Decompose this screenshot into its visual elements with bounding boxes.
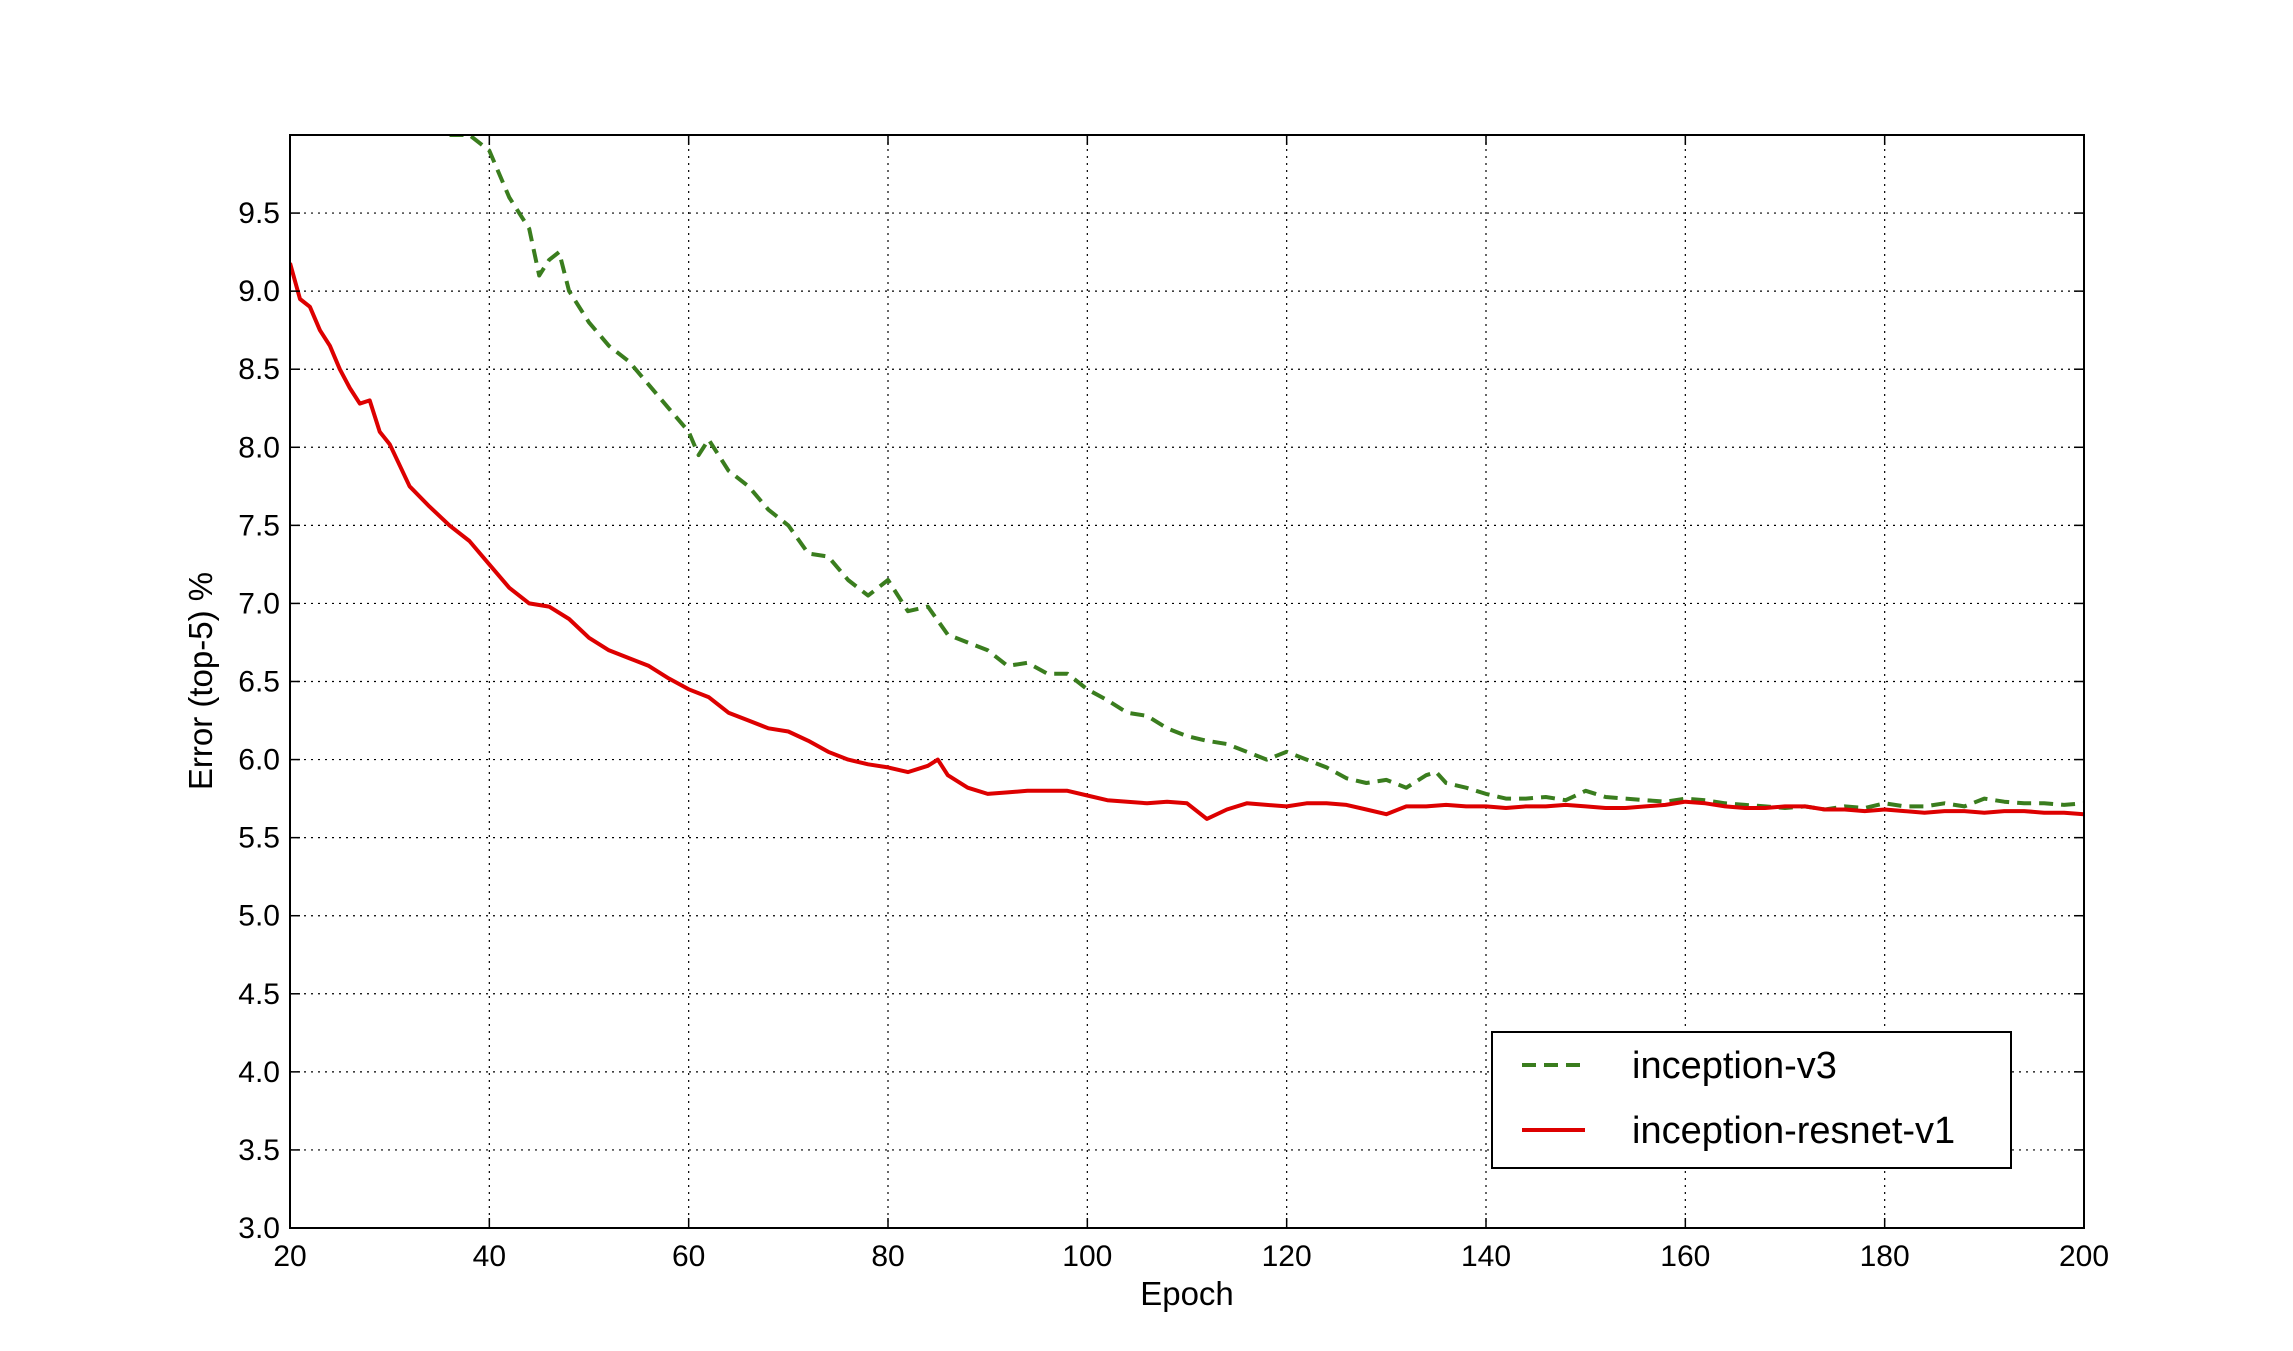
y-tick-label: 9.5 — [238, 197, 280, 230]
axis-ticks — [289, 135, 2085, 1229]
y-tick-label: 7.0 — [238, 587, 280, 620]
x-tick-label: 200 — [2059, 1240, 2109, 1273]
y-tick-label: 6.0 — [238, 744, 280, 777]
y-tick-label: 3.5 — [238, 1134, 280, 1167]
series-layer — [290, 135, 2084, 821]
y-tick-label: 5.0 — [238, 900, 280, 933]
legend-label-inception-resnet-v1: inception-resnet-v1 — [1632, 1110, 1955, 1152]
y-tick-label: 6.5 — [238, 666, 280, 699]
x-tick-label: 100 — [1062, 1240, 1112, 1273]
tick-labels: 20 40 60 80 100 120 140 160 180 200 3.0 3.5 4.0 4.5 5.… — [238, 197, 2109, 1273]
x-tick-label: 80 — [871, 1240, 904, 1273]
y-tick-label: 4.5 — [238, 978, 280, 1011]
series-line-inception-v3 — [449, 135, 2084, 812]
x-tick-label: 140 — [1461, 1240, 1511, 1273]
legend-box — [1491, 1031, 2012, 1169]
x-tick-label: 60 — [672, 1240, 705, 1273]
x-axis-label: Epoch — [1140, 1275, 1234, 1312]
y-tick-label: 3.0 — [238, 1212, 280, 1245]
y-tick-label: 5.5 — [238, 822, 280, 855]
gridlines — [290, 135, 2084, 1228]
y-tick-label: 8.0 — [238, 431, 280, 464]
x-tick-label: 160 — [1660, 1240, 1710, 1273]
y-axis-label: Error (top-5) % — [182, 572, 219, 790]
x-tick-label: 180 — [1860, 1240, 1910, 1273]
y-tick-label: 8.5 — [238, 353, 280, 386]
y-tick-label: 4.0 — [238, 1056, 280, 1089]
series-line-inception-resnet-v1 — [290, 262, 2084, 821]
legend-label-inception-v3: inception-v3 — [1632, 1045, 1837, 1087]
x-tick-label: 20 — [273, 1240, 306, 1273]
legend: inception-v3 inception-resnet-v1 — [1491, 1031, 2012, 1169]
y-tick-label: 9.0 — [238, 275, 280, 308]
x-tick-label: 120 — [1262, 1240, 1312, 1273]
x-tick-label: 40 — [473, 1240, 506, 1273]
y-tick-label: 7.5 — [238, 509, 280, 542]
